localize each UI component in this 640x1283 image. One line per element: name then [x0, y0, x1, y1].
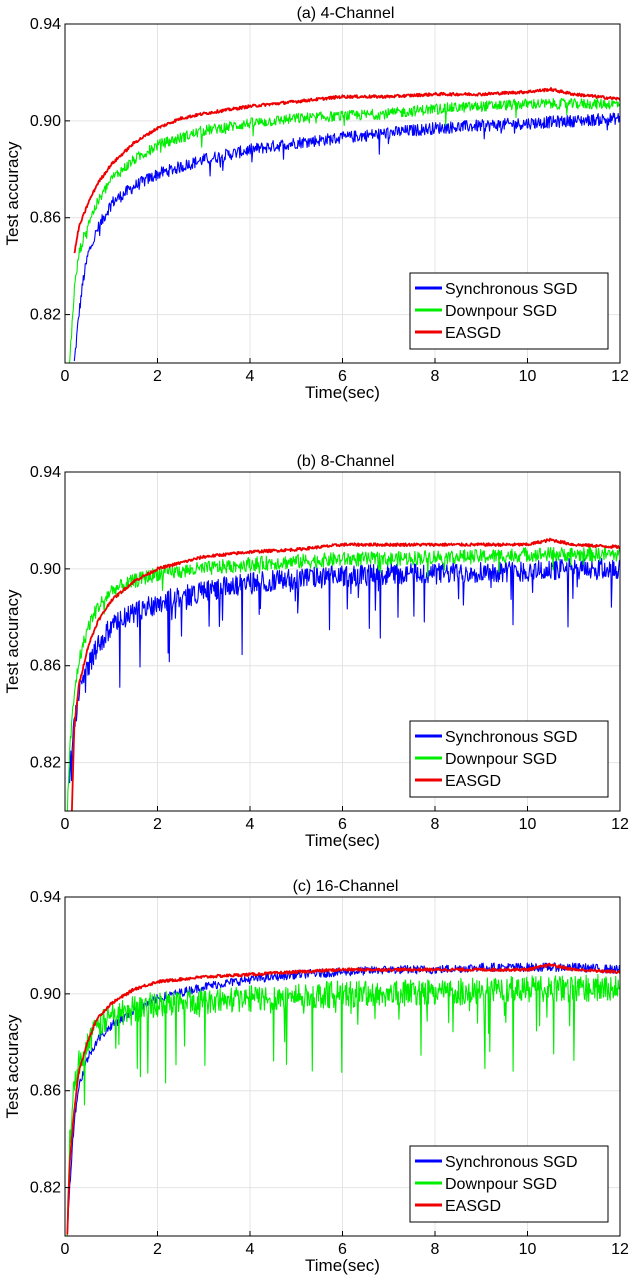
x-tick-label: 4 — [246, 368, 255, 385]
series-line-easgd — [73, 87, 620, 254]
legend-label: Synchronous SGD — [445, 1154, 578, 1171]
series-line-synchronous-sgd — [69, 557, 620, 784]
x-tick-label: 4 — [246, 816, 255, 833]
x-tick-label: 8 — [431, 816, 440, 833]
x-tick-label: 4 — [246, 1241, 255, 1258]
y-tick-label: 0.82 — [30, 307, 61, 324]
chart-title: (b) 8-Channel — [297, 453, 395, 470]
x-axis-label: Time(sec) — [305, 383, 380, 402]
series-line-easgd — [66, 962, 620, 1235]
x-tick-label: 12 — [611, 1241, 629, 1258]
x-tick-label: 8 — [431, 1241, 440, 1258]
y-axis-label: Test accuracy — [3, 1014, 22, 1118]
series-line-easgd — [71, 537, 620, 811]
series-group — [66, 537, 620, 811]
x-tick-label: 10 — [519, 368, 537, 385]
x-tick-label: 2 — [153, 368, 162, 385]
y-axis-label: Test accuracy — [3, 141, 22, 245]
legend-box — [409, 272, 609, 350]
x-tick-label: 6 — [338, 368, 347, 385]
chart-title: (c) 16-Channel — [293, 878, 399, 895]
series-line-downpour-sgd — [69, 98, 620, 363]
series-line-synchronous-sgd — [73, 112, 620, 362]
x-tick-label: 10 — [519, 1241, 537, 1258]
y-tick-label: 0.90 — [30, 986, 61, 1003]
legend: Synchronous SGD Downpour SGD EASGD — [409, 272, 609, 350]
legend: Synchronous SGD Downpour SGD EASGD — [409, 1145, 609, 1223]
x-tick-label: 8 — [431, 368, 440, 385]
x-tick-label: 2 — [153, 816, 162, 833]
x-tick-label: 2 — [153, 1241, 162, 1258]
y-tick-label: 0.90 — [30, 113, 61, 130]
x-axis-label: Time(sec) — [305, 831, 380, 850]
x-tick-label: 0 — [61, 368, 70, 385]
x-tick-label: 6 — [338, 816, 347, 833]
chart-panel-2: 0 2 4 6 8 10 12 0.82 0.86 0.90 0.94 (b) 8-Channel Ti… — [3, 453, 629, 850]
legend-label: Downpour SGD — [445, 751, 557, 768]
legend-label: Downpour SGD — [445, 303, 557, 320]
chart-panel-1: 0 2 4 6 8 10 12 0.82 0.86 0.90 0.94 (a) 4-Channel Ti… — [3, 5, 629, 402]
y-tick-label: 0.86 — [30, 210, 61, 227]
x-tick-label: 6 — [338, 1241, 347, 1258]
x-tick-label: 12 — [611, 816, 629, 833]
x-tick-label: 0 — [61, 1241, 70, 1258]
legend-label: Synchronous SGD — [445, 281, 578, 298]
y-tick-label: 0.94 — [30, 889, 61, 906]
y-tick-label: 0.82 — [30, 1180, 61, 1197]
series-group — [69, 87, 620, 363]
legend-box — [409, 1145, 609, 1223]
legend-label: Synchronous SGD — [445, 729, 578, 746]
y-tick-label: 0.82 — [30, 755, 61, 772]
series-group — [66, 962, 620, 1236]
chart-title: (a) 4-Channel — [297, 5, 395, 22]
legend: Synchronous SGD Downpour SGD EASGD — [409, 720, 609, 798]
legend-label: EASGD — [445, 773, 501, 790]
x-tick-label: 12 — [611, 368, 629, 385]
legend-label: Downpour SGD — [445, 1176, 557, 1193]
x-tick-label: 10 — [519, 816, 537, 833]
y-tick-label: 0.94 — [30, 464, 61, 481]
x-axis-label: Time(sec) — [305, 1256, 380, 1275]
legend-label: EASGD — [445, 1198, 501, 1215]
chart-panel-3: 0 2 4 6 8 10 12 0.82 0.86 0.90 0.94 (c) 16-Channel T… — [3, 878, 629, 1275]
y-tick-label: 0.94 — [30, 16, 61, 33]
y-axis-label: Test accuracy — [3, 589, 22, 693]
legend-label: EASGD — [445, 325, 501, 342]
series-line-downpour-sgd — [66, 973, 620, 1236]
y-tick-label: 0.86 — [30, 658, 61, 675]
y-tick-label: 0.86 — [30, 1083, 61, 1100]
x-tick-label: 0 — [61, 816, 70, 833]
legend-box — [409, 720, 609, 798]
y-tick-label: 0.90 — [30, 561, 61, 578]
